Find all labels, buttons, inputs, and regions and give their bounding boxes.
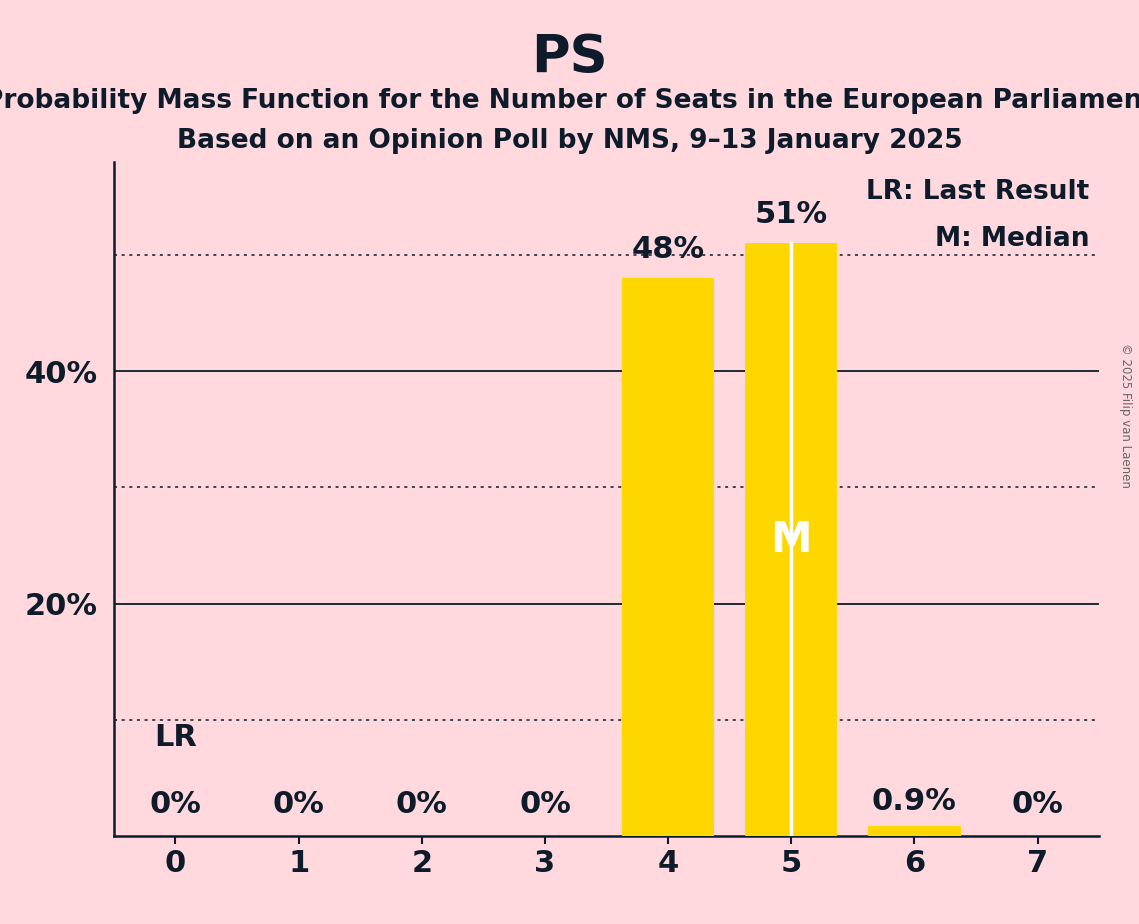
Text: PS: PS — [531, 32, 608, 84]
Text: 48%: 48% — [631, 235, 705, 264]
Text: 0%: 0% — [396, 790, 448, 819]
Text: Based on an Opinion Poll by NMS, 9–13 January 2025: Based on an Opinion Poll by NMS, 9–13 Ja… — [177, 128, 962, 153]
Text: © 2025 Filip van Laenen: © 2025 Filip van Laenen — [1118, 344, 1132, 488]
Text: LR: LR — [154, 723, 197, 752]
Text: 0%: 0% — [519, 790, 571, 819]
Text: 51%: 51% — [755, 201, 828, 229]
Text: 0%: 0% — [149, 790, 202, 819]
Text: M: Median: M: Median — [935, 225, 1089, 251]
Text: 0.9%: 0.9% — [872, 787, 957, 817]
Text: Probability Mass Function for the Number of Seats in the European Parliament: Probability Mass Function for the Number… — [0, 88, 1139, 114]
Text: LR: Last Result: LR: Last Result — [866, 178, 1089, 204]
Text: 0%: 0% — [1011, 790, 1064, 819]
Bar — [622, 278, 714, 836]
Bar — [745, 243, 837, 836]
Text: 0%: 0% — [272, 790, 325, 819]
Text: M: M — [770, 518, 812, 561]
Bar — [868, 826, 960, 836]
